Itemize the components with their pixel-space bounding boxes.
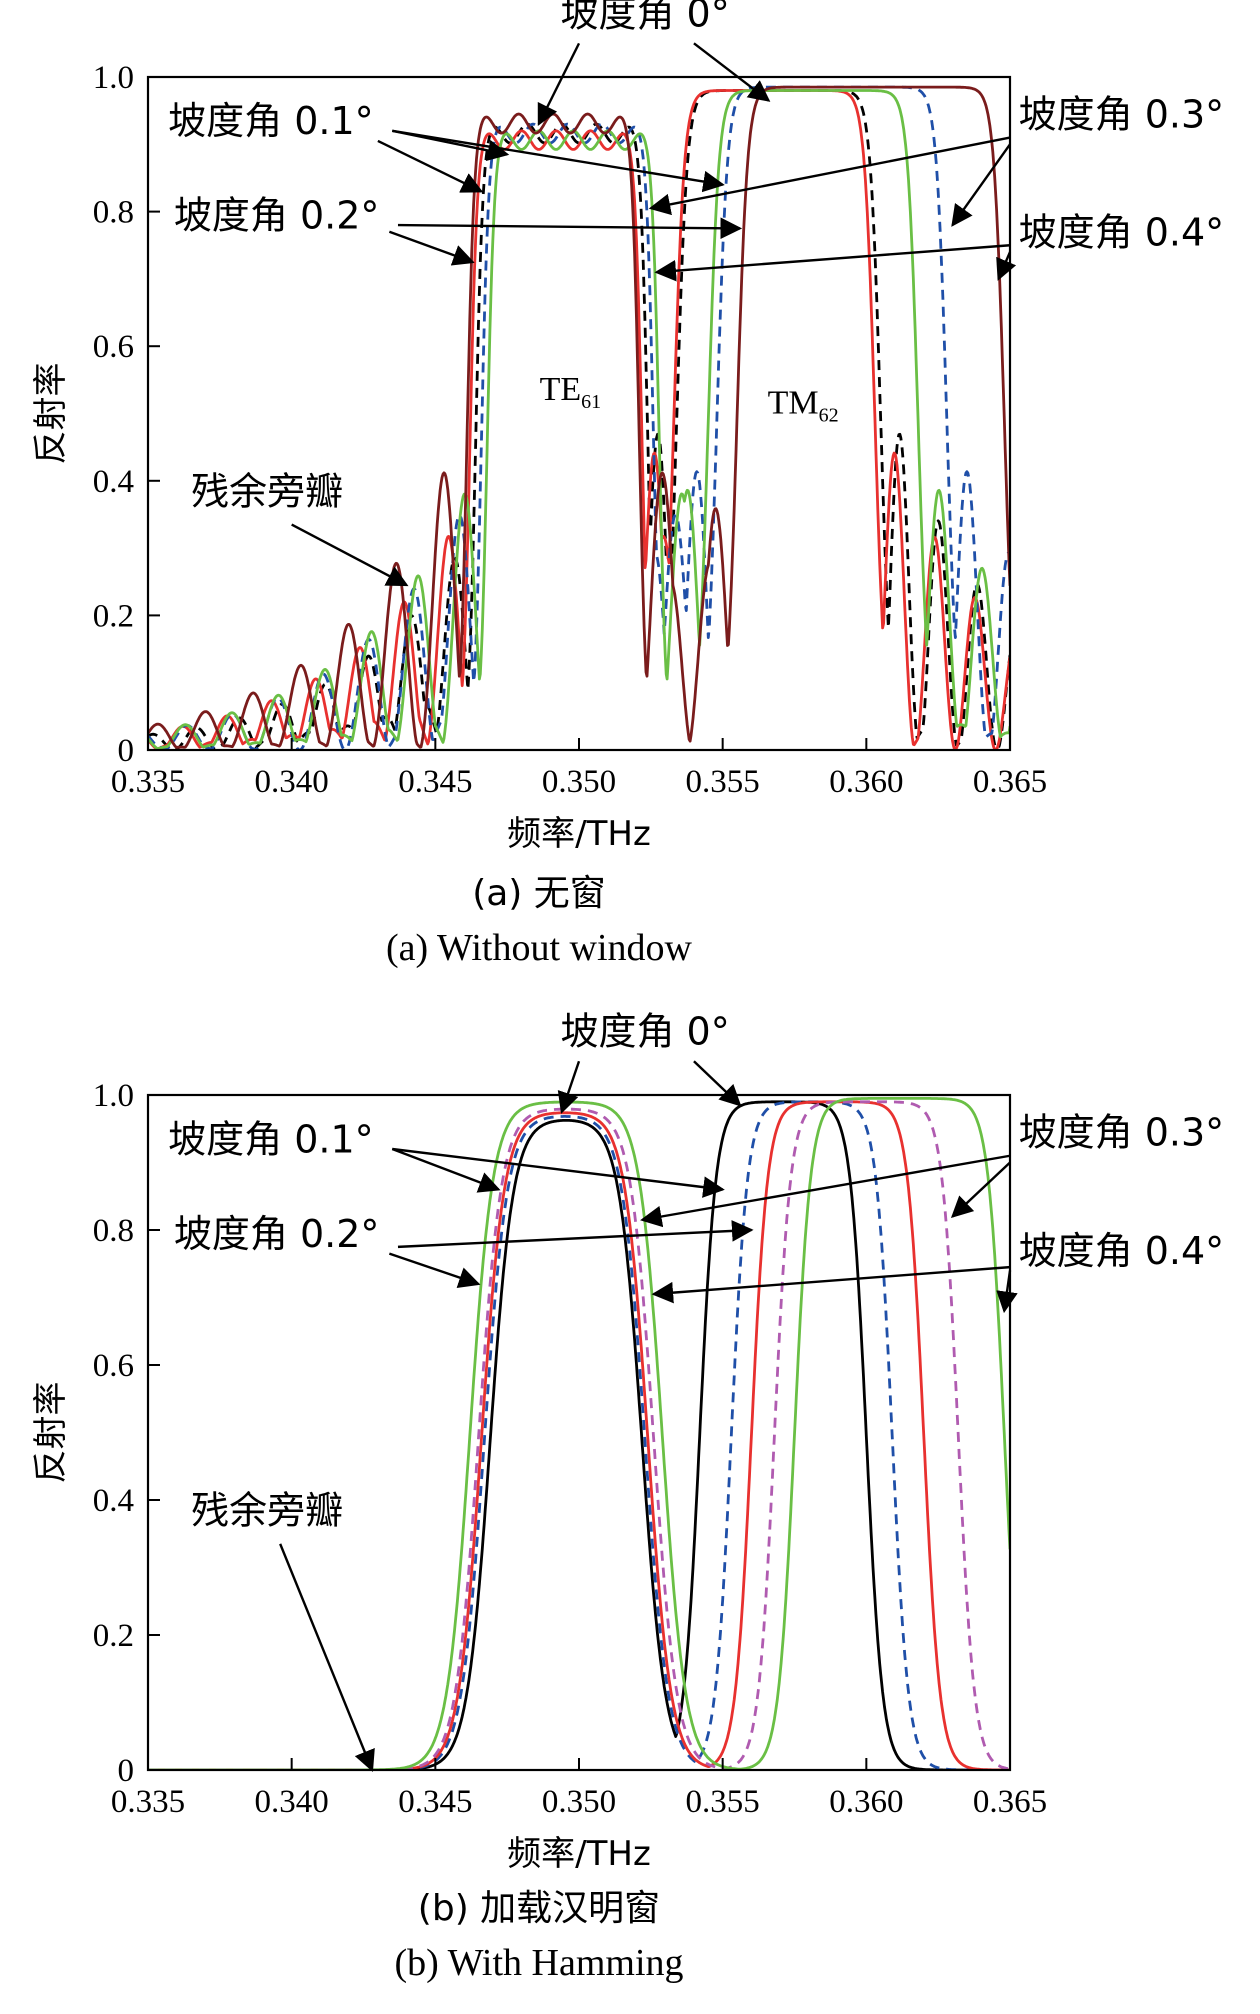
mode-label: TE61 — [540, 371, 602, 413]
annotation-arrow — [996, 251, 1017, 281]
panel-b-chart: 坡度角 0° 坡度角 0.1° 坡度角 0.2° 坡度角 0.3° 坡度角 0.4° 残余… — [31, 1009, 1224, 1984]
panel-a-caption-cn: (a) 无窗 — [472, 873, 606, 914]
annotation-arrow — [640, 1154, 1011, 1228]
annotation-label: 坡度角 0.4° — [1019, 1229, 1225, 1273]
panel-a-caption-en: (a) Without window — [386, 927, 693, 969]
y-tick-label: 0.4 — [93, 464, 134, 500]
annotation-label: 坡度角 0.1° — [168, 1117, 374, 1161]
annotation-arrow — [291, 523, 409, 587]
x-tick-label: 0.335 — [111, 1784, 185, 1820]
y-tick-label: 1.0 — [93, 60, 134, 96]
panel-b-caption-cn: (b) 加载汉明窗 — [418, 1888, 660, 1929]
annotation-label: 坡度角 0.4° — [1019, 210, 1225, 254]
reflectance-curve — [148, 1100, 1010, 1770]
y-tick-label: 0.6 — [93, 329, 134, 365]
annotation-arrow — [397, 217, 743, 240]
panel-a-x-axis-label: 频率/THz — [507, 814, 651, 854]
annotation-arrow — [951, 143, 1011, 227]
x-tick-label: 0.365 — [973, 764, 1047, 800]
annotation-arrow — [557, 1060, 581, 1114]
annotation-arrow — [693, 42, 771, 102]
reflectance-curve — [148, 89, 1010, 750]
panel-a-annotations: 坡度角 0° 坡度角 0.1° 坡度角 0.2° 坡度角 0.3° 坡度角 0.4° 残余… — [168, 0, 1225, 587]
annotation-label: 残余旁瓣 — [191, 469, 343, 513]
y-tick-label: 0.4 — [93, 1483, 134, 1519]
x-tick-label: 0.360 — [829, 764, 903, 800]
x-tick-label: 0.345 — [398, 1784, 472, 1820]
reflectance-curve — [148, 1097, 1010, 1770]
y-tick-label: 0.6 — [93, 1348, 134, 1384]
annotation-arrow — [648, 136, 1011, 216]
annotation-arrow — [377, 139, 484, 193]
y-tick-label: 0 — [118, 1753, 135, 1789]
panel-b-curves — [148, 1097, 1010, 1770]
panel-a-y-ticks: 0 0.2 0.4 0.6 0.8 1.0 — [93, 60, 160, 769]
panel-b-x-axis-label: 频率/THz — [507, 1834, 651, 1874]
reflectance-curve — [148, 85, 1010, 749]
annotation-arrow — [397, 1220, 754, 1249]
annotation-label: 坡度角 0.3° — [1019, 92, 1225, 136]
x-tick-label: 0.340 — [255, 1784, 329, 1820]
reflectance-curve — [148, 89, 1010, 750]
annotation-arrow — [950, 1161, 1011, 1218]
annotation-arrow — [693, 1060, 742, 1107]
panel-a-x-ticks: 0.335 0.340 0.345 0.350 0.355 0.360 0.365 — [111, 738, 1047, 800]
panel-b-annotations: 坡度角 0° 坡度角 0.1° 坡度角 0.2° 坡度角 0.3° 坡度角 0.4° 残余… — [168, 1009, 1225, 1773]
x-tick-label: 0.355 — [686, 764, 760, 800]
annotation-arrow — [391, 1147, 501, 1193]
y-tick-label: 0.8 — [93, 1213, 134, 1249]
annotation-arrow — [388, 1252, 481, 1288]
y-tick-label: 0.2 — [93, 1618, 134, 1654]
y-tick-label: 0.2 — [93, 598, 134, 634]
annotation-arrow — [392, 129, 725, 193]
mode-label: TM62 — [768, 385, 839, 427]
panel-b-x-ticks: 0.335 0.340 0.345 0.350 0.355 0.360 0.365 — [111, 1758, 1047, 1820]
x-tick-label: 0.350 — [542, 764, 616, 800]
panel-a-curves — [148, 85, 1010, 750]
reflectance-curve — [148, 1100, 1010, 1770]
annotation-label: 坡度角 0° — [560, 0, 729, 36]
y-tick-label: 0.8 — [93, 195, 134, 231]
x-tick-label: 0.365 — [973, 1784, 1047, 1820]
panel-b-y-axis-label: 反射率 — [31, 1382, 71, 1484]
annotation-arrow — [537, 42, 581, 127]
panel-b-caption-en: (b) With Hamming — [394, 1942, 683, 1984]
annotation-arrow — [651, 1265, 1011, 1304]
panel-a-chart: 坡度角 0° 坡度角 0.1° 坡度角 0.2° 坡度角 0.3° 坡度角 0.4° 残余… — [31, 0, 1224, 969]
annotation-label: 残余旁瓣 — [191, 1489, 343, 1533]
annotation-label: 坡度角 0° — [560, 1009, 729, 1053]
annotation-arrow — [654, 244, 1011, 282]
y-tick-label: 0 — [118, 733, 135, 769]
x-tick-label: 0.340 — [255, 764, 329, 800]
x-tick-label: 0.360 — [829, 1784, 903, 1820]
reflectance-curve — [148, 1100, 1010, 1770]
panel-a-mode-labels: TE61 TM62 — [540, 371, 839, 426]
annotation-arrow — [392, 1147, 725, 1198]
y-tick-label: 1.0 — [93, 1078, 134, 1114]
annotation-label: 坡度角 0.3° — [1019, 1111, 1225, 1155]
annotation-arrow — [279, 1543, 375, 1773]
x-tick-label: 0.345 — [398, 764, 472, 800]
annotation-label: 坡度角 0.1° — [168, 99, 374, 143]
x-tick-label: 0.350 — [542, 1784, 616, 1820]
annotation-label: 坡度角 0.2° — [174, 193, 380, 237]
panel-a-y-axis-label: 反射率 — [31, 363, 71, 465]
x-tick-label: 0.355 — [686, 1784, 760, 1820]
x-tick-label: 0.335 — [111, 764, 185, 800]
annotation-arrow — [388, 230, 475, 266]
annotation-label: 坡度角 0.2° — [174, 1212, 380, 1256]
panel-b-y-ticks: 0 0.2 0.4 0.6 0.8 1.0 — [93, 1078, 160, 1789]
